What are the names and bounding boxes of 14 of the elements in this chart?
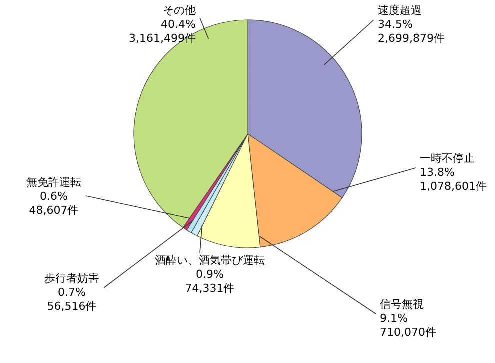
slice-label: 酒酔い、酒気帯び運転 xyxy=(155,254,265,267)
slice-label: その他 xyxy=(163,4,196,17)
slice-label: 一時不停止 xyxy=(420,152,475,165)
slice-label: 信号無視 xyxy=(380,298,424,311)
data-label: 0.9% 74,331件 xyxy=(185,268,235,295)
data-label: 34.5% 2,699,879件 xyxy=(378,18,445,45)
data-label: 9.1% 710,070件 xyxy=(380,312,436,339)
slice-label: 歩行者妨害 xyxy=(44,272,100,285)
slice-label: 無免許運転 xyxy=(26,176,82,189)
data-label: 13.8% 1,078,601件 xyxy=(420,166,487,193)
data-label: 0.7% 56,516件 xyxy=(47,286,97,313)
slice-label: 速度超過 xyxy=(378,4,422,17)
data-label: 0.6% 48,607件 xyxy=(29,190,79,217)
data-label: 40.4% 3,161,499件 xyxy=(129,18,196,45)
